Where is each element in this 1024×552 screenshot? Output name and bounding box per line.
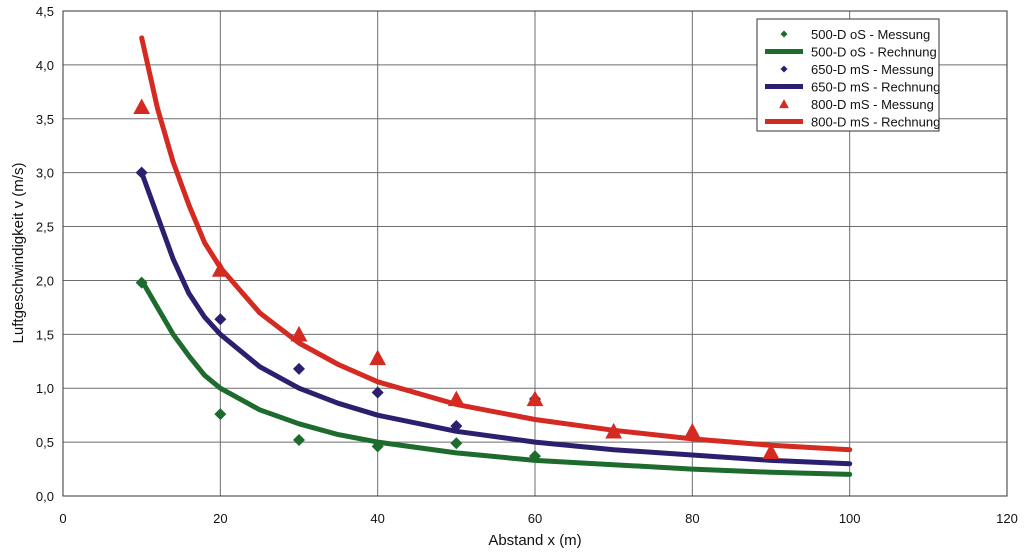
data-point-0 — [293, 433, 305, 446]
data-point-4 — [290, 325, 308, 342]
y-tick-label: 4,0 — [36, 58, 54, 73]
y-tick-labels: 0,0 0,5 1,0 1,5 2,0 2,5 3,0 3,5 4,0 4,5 — [36, 4, 54, 504]
y-axis-title: Luftgeschwindigkeit v (m/s) — [10, 163, 27, 344]
series-layer — [133, 35, 853, 477]
data-point-4 — [605, 422, 623, 439]
data-point-2 — [135, 166, 148, 179]
data-point-2 — [214, 313, 227, 326]
data-point-4 — [526, 390, 544, 407]
data-point-4 — [447, 390, 465, 407]
x-tick-label: 40 — [370, 511, 384, 526]
x-axis-title: Abstand x (m) — [488, 532, 581, 549]
legend-entry: 650-D mS - Rechnung — [811, 80, 940, 95]
series-line-1 — [139, 277, 853, 477]
legend-entry: 650-D mS - Messung — [811, 62, 934, 77]
data-point-0 — [450, 437, 463, 450]
data-point-0 — [371, 440, 384, 453]
data-point-4 — [683, 422, 701, 439]
y-tick-label: 2,5 — [36, 220, 54, 235]
plot-frame — [62, 10, 1008, 497]
data-point-0 — [214, 408, 227, 421]
legend-entry: 500-D oS - Messung — [811, 27, 930, 42]
series-line-5 — [139, 35, 853, 453]
y-tick-label: 2,0 — [36, 273, 54, 288]
y-tick-label: 0,5 — [36, 435, 54, 450]
legend-entry: 500-D oS - Rechnung — [811, 45, 937, 60]
data-point-0 — [529, 450, 541, 463]
data-point-2 — [371, 386, 384, 399]
y-tick-label: 0,0 — [36, 489, 54, 504]
legend-swatch — [779, 99, 789, 109]
legend: 500-D oS - Messung 500-D oS - Rechnung 650… — [756, 18, 940, 132]
x-tick-label: 100 — [839, 511, 861, 526]
legend-entry: 800-D mS - Rechnung — [811, 115, 940, 130]
legend-box — [756, 18, 940, 132]
legend-swatch — [780, 65, 788, 73]
data-point-4 — [762, 443, 780, 459]
y-tick-label: 1,0 — [36, 381, 54, 396]
y-tick-label: 4,5 — [36, 4, 54, 19]
series-line-3 — [139, 170, 853, 467]
x-tick-label: 80 — [685, 511, 699, 526]
y-tick-label: 3,5 — [36, 112, 54, 127]
x-tick-labels: 0 20 40 60 80 100 120 — [59, 511, 1017, 526]
legend-swatch — [780, 30, 788, 38]
y-tick-label: 3,0 — [36, 166, 54, 181]
x-tick-label: 120 — [996, 511, 1018, 526]
data-point-4 — [211, 261, 229, 277]
x-tick-label: 20 — [213, 511, 227, 526]
x-tick-label: 60 — [528, 511, 542, 526]
x-tick-label: 0 — [59, 511, 66, 526]
data-point-4 — [369, 349, 387, 366]
data-point-2 — [293, 362, 305, 375]
data-point-0 — [135, 276, 148, 289]
y-tick-label: 1,5 — [36, 327, 54, 342]
data-point-4 — [133, 98, 151, 115]
legend-entry: 800-D mS - Messung — [811, 97, 934, 112]
data-point-2 — [450, 419, 463, 432]
